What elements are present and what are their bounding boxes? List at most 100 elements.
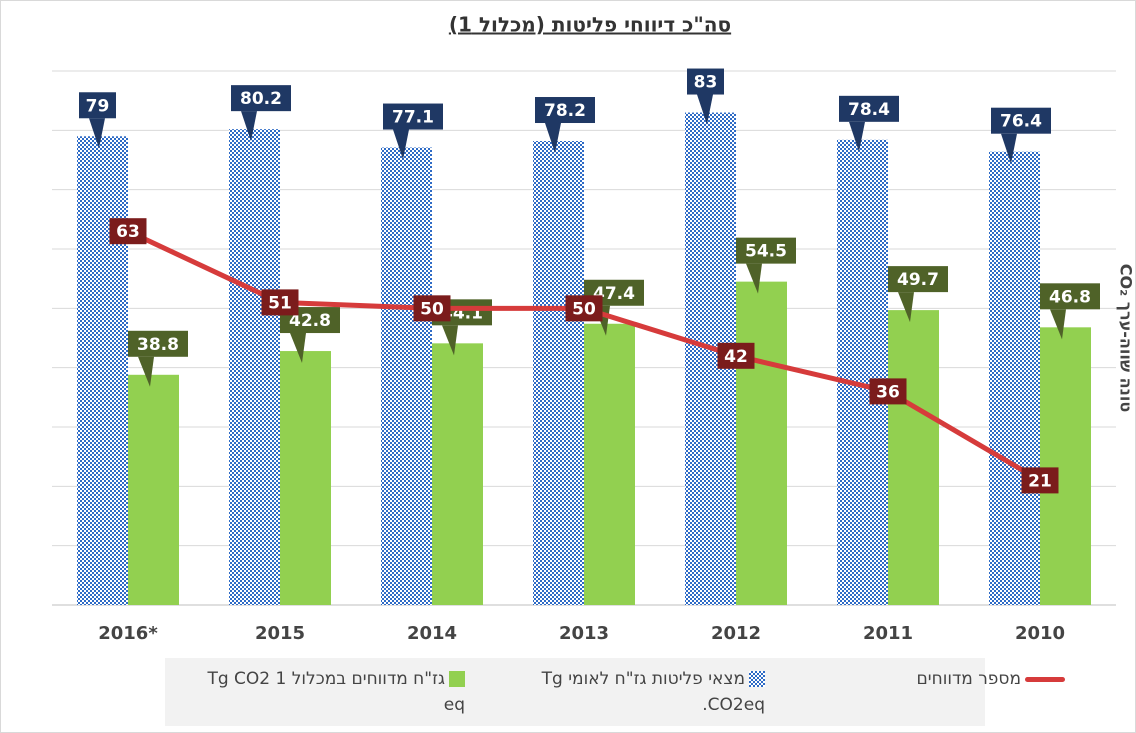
data-label-text: 42 <box>724 347 748 367</box>
y-axis-label: טונה שווה-ערך CO₂ <box>1117 264 1136 412</box>
data-label-box <box>231 85 291 112</box>
data-label-box <box>109 218 147 245</box>
legend-swatch <box>449 671 465 687</box>
data-label-box <box>128 330 188 357</box>
data-label: 76.4 <box>991 107 1051 164</box>
legend-label: גז"ח מדווחים במכלול 1 Tg CO2 eq <box>207 669 465 715</box>
data-label-text: 54.5 <box>745 242 787 262</box>
data-label-box <box>888 266 948 293</box>
legend-item: מספר מדווחים <box>795 666 1065 692</box>
data-label-text: 50 <box>420 299 444 319</box>
data-label-box <box>687 68 724 95</box>
data-label-text: 83 <box>694 73 718 93</box>
legend-swatch <box>749 671 765 687</box>
data-label-box <box>413 295 451 322</box>
x-tick-label: 2011 <box>863 623 913 644</box>
data-label-text: 79 <box>86 96 110 116</box>
x-tick-label: 2012 <box>711 623 761 644</box>
data-label: 54.5 <box>736 237 796 294</box>
bar <box>432 343 483 605</box>
data-label: 50 <box>565 295 603 322</box>
bar <box>989 151 1040 605</box>
bar <box>584 323 635 605</box>
data-label-pointer <box>697 94 713 125</box>
bar <box>533 141 584 605</box>
data-label-text: 50 <box>572 299 596 319</box>
bar <box>1040 327 1091 605</box>
data-label: 79 <box>79 92 116 149</box>
data-label-text: 76.4 <box>1000 112 1042 132</box>
data-label: 51 <box>261 289 299 316</box>
data-label: 42 <box>717 342 755 369</box>
data-label-pointer <box>138 356 154 387</box>
legend-item: גז"ח מדווחים במכלול 1 Tg CO2 eq <box>195 666 465 718</box>
legend-swatch <box>1025 676 1065 682</box>
data-label-text: 49.7 <box>897 270 939 290</box>
data-label: 36 <box>869 378 907 405</box>
chart-title: סה"כ דיווחי פליטות (מכלול 1) <box>449 13 731 37</box>
data-label-pointer <box>849 121 865 152</box>
data-label-text: 21 <box>1028 471 1052 491</box>
x-tick-label: 2016* <box>98 623 158 644</box>
data-label-box <box>991 107 1051 134</box>
data-label-text: 63 <box>116 222 140 242</box>
bar <box>381 147 432 606</box>
data-label-pointer <box>241 111 257 142</box>
data-label-text: 78.2 <box>544 101 586 121</box>
legend: מצאי פליטות גז"ח לאומי Tg CO2eq. גז"ח מדו… <box>165 658 1065 726</box>
data-label-pointer <box>290 333 306 364</box>
data-label: 49.7 <box>888 266 948 323</box>
data-label-box <box>535 97 595 124</box>
data-label-pointer <box>898 292 914 323</box>
data-label: 78.2 <box>535 97 595 154</box>
data-label-box <box>261 289 299 316</box>
bar <box>229 129 280 605</box>
data-label: 21 <box>1021 467 1059 494</box>
x-tick-label: 2010 <box>1015 623 1065 644</box>
x-tick-label: 2015 <box>255 623 305 644</box>
data-label: 38.8 <box>128 330 188 387</box>
data-label-pointer <box>545 123 561 154</box>
data-label-box <box>839 95 899 122</box>
data-label-box <box>736 237 796 264</box>
bar <box>77 136 128 605</box>
bar <box>128 374 179 605</box>
bar <box>888 310 939 605</box>
data-label-text: 42.8 <box>289 311 331 331</box>
data-label: 80.2 <box>231 85 291 142</box>
data-label: 50 <box>413 295 451 322</box>
data-label: 83 <box>687 68 724 125</box>
data-label-box <box>1021 467 1059 494</box>
data-label-text: 36 <box>876 382 900 402</box>
data-label-box <box>565 295 603 322</box>
bar <box>280 351 331 605</box>
data-label-text: 78.4 <box>848 100 890 120</box>
data-label-text: 46.8 <box>1049 287 1091 307</box>
data-label-box <box>1040 283 1100 310</box>
bar <box>736 281 787 605</box>
data-label-box <box>383 103 443 130</box>
legend-label: מספר מדווחים <box>916 669 1021 689</box>
data-label-pointer <box>1001 133 1017 164</box>
bar <box>837 139 888 605</box>
data-label-pointer <box>442 325 458 356</box>
data-label-text: 51 <box>268 293 292 313</box>
data-label: 63 <box>109 218 147 245</box>
legend-item: מצאי פליטות גז"ח לאומי Tg CO2eq. <box>495 666 765 718</box>
data-label: 46.8 <box>1040 283 1100 340</box>
data-label-box <box>869 378 907 405</box>
data-label-text: 38.8 <box>137 335 179 355</box>
data-label-pointer <box>746 263 762 294</box>
data-label-text: 80.2 <box>240 89 282 109</box>
data-label-pointer <box>1050 309 1066 340</box>
data-label-box <box>717 342 755 369</box>
legend-label: מצאי פליטות גז"ח לאומי Tg CO2eq. <box>541 669 765 715</box>
x-tick-label: 2013 <box>559 623 609 644</box>
data-label-pointer <box>89 118 105 149</box>
data-label: 77.1 <box>383 103 443 160</box>
data-label-pointer <box>393 129 409 160</box>
data-label: 78.4 <box>839 95 899 152</box>
data-label-text: 47.4 <box>593 284 635 304</box>
